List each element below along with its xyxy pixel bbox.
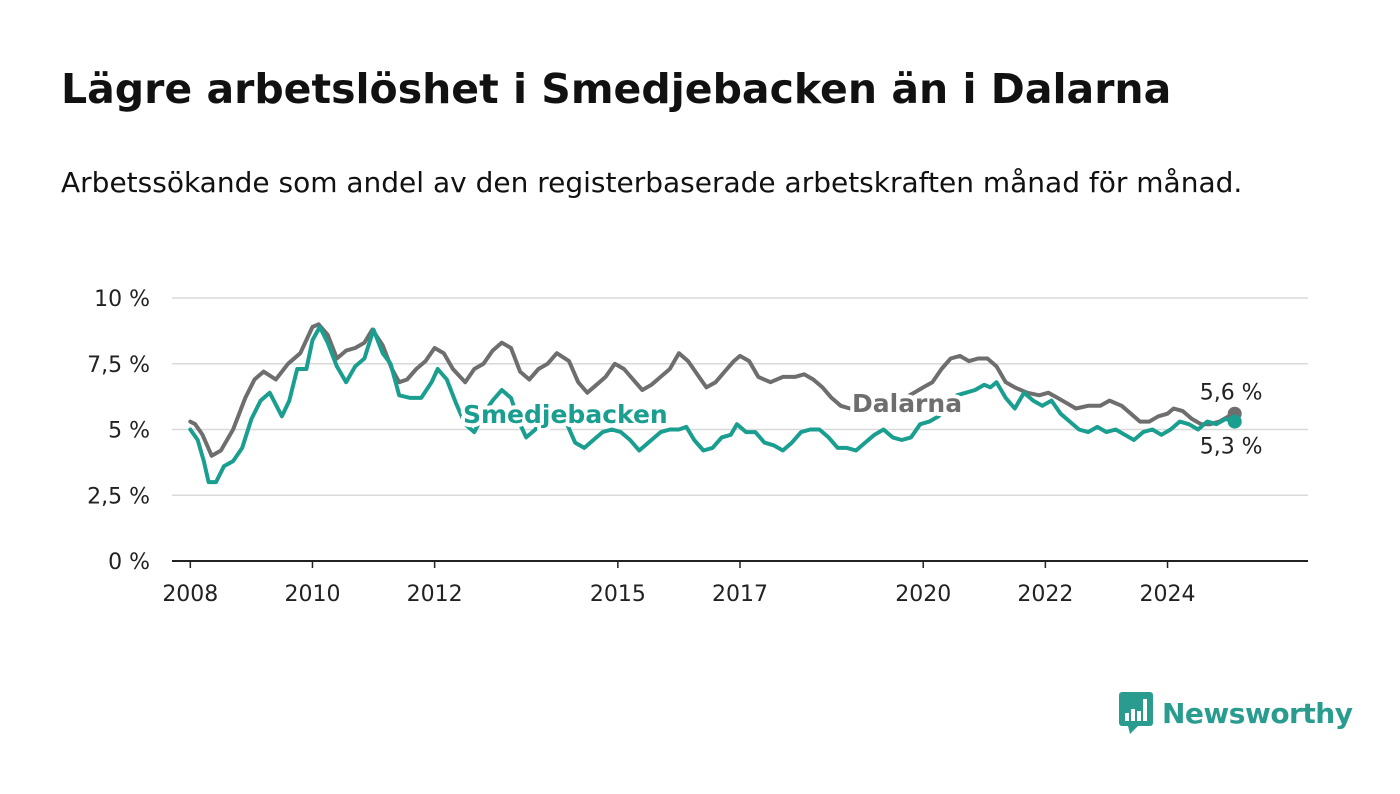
x-tick-label: 2012	[407, 582, 463, 607]
y-tick-label: 7,5 %	[87, 353, 150, 378]
series-name-halo: Smedjebacken	[463, 400, 668, 429]
newsworthy-brand[interactable]: Newsworthy	[1118, 690, 1358, 736]
x-tick-label: 2017	[712, 582, 768, 607]
end-value-dalarna: 5,6 %	[1200, 381, 1263, 406]
x-tick-label: 2020	[895, 582, 951, 607]
y-tick-label: 0 %	[108, 550, 150, 575]
chart-subtitle: Arbetssökande som andel av den registerb…	[61, 166, 1243, 199]
grid	[172, 297, 1308, 496]
end-point-smedjebacken	[1227, 414, 1242, 429]
newsworthy-logo-icon	[1119, 692, 1153, 734]
series-line-dalarna	[188, 322, 1237, 458]
y-tick-label: 5 %	[108, 419, 150, 444]
series-lines	[188, 322, 1242, 485]
y-tick-label: 2,5 %	[87, 484, 150, 509]
y-tick-label: 10 %	[94, 287, 150, 312]
x-tick-label: 2010	[284, 582, 340, 607]
chart-title: Lägre arbetslöshet i Smedjebacken än i D…	[61, 65, 1172, 113]
series-line-smedjebacken	[188, 324, 1237, 485]
x-tick-label: 2008	[162, 582, 218, 607]
axes: 0 % 2,5 % 5 % 7,5 % 10 % 2008 2010 2012 2015 2017…	[87, 287, 1308, 607]
series-name-halo: Dalarna	[852, 389, 962, 418]
series-name-smedjebacken: Smedjebacken	[463, 400, 668, 429]
end-value-smedjebacken: 5,3 %	[1200, 435, 1263, 460]
x-tick-label: 2024	[1140, 582, 1196, 607]
series-name-dalarna: Dalarna	[852, 389, 962, 418]
x-tick-label: 2022	[1017, 582, 1073, 607]
brand-name: Newsworthy	[1162, 696, 1353, 730]
x-tick-label: 2015	[590, 582, 646, 607]
line-chart: 0 % 2,5 % 5 % 7,5 % 10 % 2008 2010 2012 2015 2017…	[87, 287, 1308, 607]
